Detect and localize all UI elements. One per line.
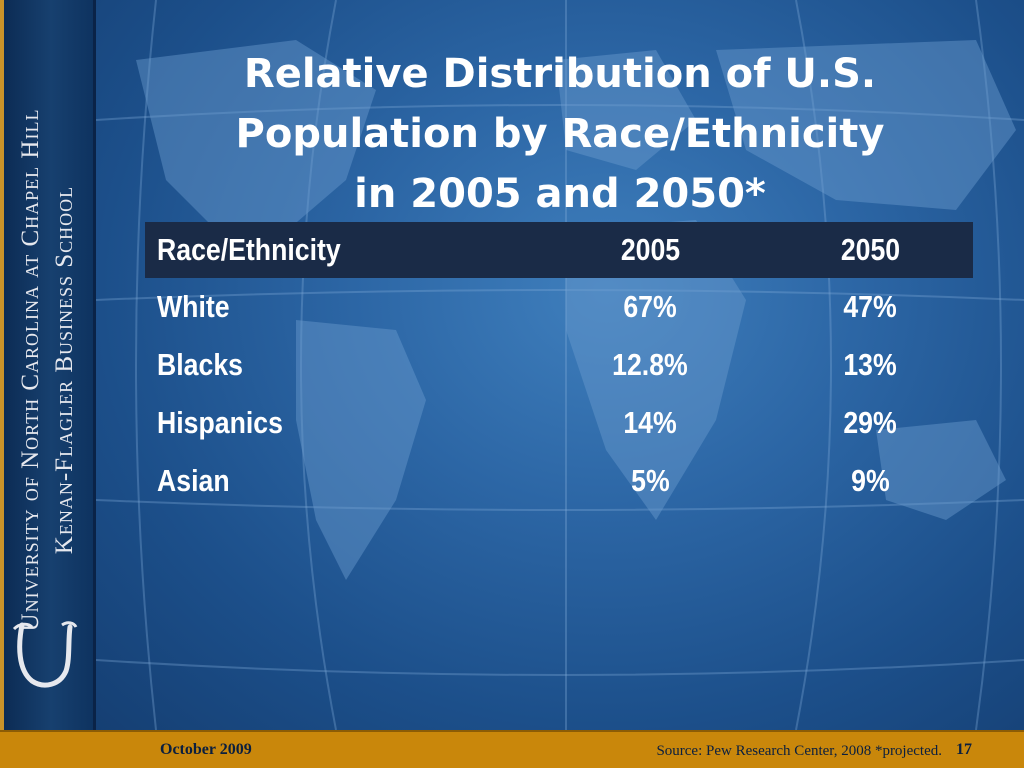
- row-value-2050: 13%: [765, 336, 975, 394]
- table-row: White 67% 47%: [145, 278, 973, 336]
- cell-text: Hispanics: [157, 405, 283, 440]
- header-race-ethnicity: Race/Ethnicity: [157, 222, 371, 278]
- header-2050: 2050: [765, 222, 975, 278]
- row-label: Hispanics: [157, 394, 303, 452]
- row-value-2005: 14%: [545, 394, 755, 452]
- footer-bar: October 2009 Source: Pew Research Center…: [0, 730, 1024, 768]
- row-label: White: [157, 278, 241, 336]
- header-label: Race/Ethnicity: [157, 232, 341, 267]
- population-table: Race/Ethnicity 2005 2050 White 67% 47% B…: [145, 222, 973, 510]
- row-value-2005: 12.8%: [545, 336, 755, 394]
- row-value-2005: 5%: [545, 452, 755, 510]
- sidebar-gold-stripe: [0, 0, 4, 730]
- cell-text: 29%: [843, 405, 897, 440]
- header-2005: 2005: [545, 222, 755, 278]
- page-number: 17: [956, 741, 972, 758]
- cell-text: Asian: [157, 463, 230, 498]
- world-map-graphic: [96, 0, 1024, 730]
- cell-text: 13%: [843, 347, 897, 382]
- world-map-background: [96, 0, 1024, 730]
- row-value-2050: 47%: [765, 278, 975, 336]
- cell-text: 47%: [843, 289, 897, 324]
- footer-source: Source: Pew Research Center, 2008 *proje…: [656, 743, 942, 759]
- cell-text: 67%: [623, 289, 677, 324]
- table-row: Blacks 12.8% 13%: [145, 336, 973, 394]
- row-value-2005: 67%: [545, 278, 755, 336]
- cell-text: 5%: [630, 463, 670, 498]
- cell-text: White: [157, 289, 230, 324]
- cell-text: Blacks: [157, 347, 243, 382]
- footer-date: October 2009: [160, 741, 252, 758]
- row-label: Asian: [157, 452, 241, 510]
- cell-text: 14%: [623, 405, 677, 440]
- row-value-2050: 29%: [765, 394, 975, 452]
- cell-text: 12.8%: [612, 347, 688, 382]
- university-u-logo-icon: [12, 621, 78, 688]
- header-label: 2050: [840, 232, 900, 267]
- table-row: Hispanics 14% 29%: [145, 394, 973, 452]
- row-label: Blacks: [157, 336, 257, 394]
- row-value-2050: 9%: [765, 452, 975, 510]
- cell-text: 9%: [850, 463, 890, 498]
- left-sidebar-band: University of North Carolina at Chapel H…: [0, 0, 96, 730]
- table-row: Asian 5% 9%: [145, 452, 973, 510]
- slide-title: Relative Distribution of U.S. Population…: [235, 51, 885, 217]
- table-header-row: Race/Ethnicity 2005 2050: [145, 222, 973, 278]
- header-label: 2005: [620, 232, 680, 267]
